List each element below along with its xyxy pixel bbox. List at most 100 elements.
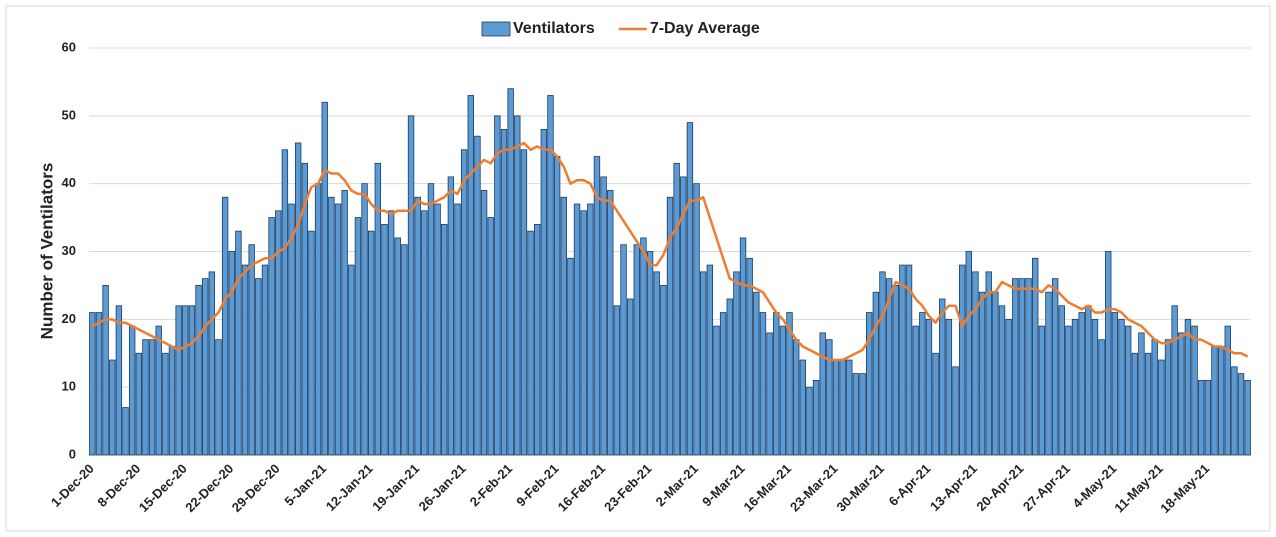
bar [1224,325,1231,456]
bar [1164,339,1172,456]
bar [1237,373,1245,456]
bar [799,359,806,456]
bar [587,203,594,456]
y-axis-title: Number of Ventilators [37,163,56,340]
bar [653,271,660,456]
bar [1105,251,1112,456]
bar [480,190,488,456]
bar [1071,318,1079,456]
bar [1244,379,1251,456]
bar [381,223,388,456]
bar [660,285,667,456]
bar [1138,332,1145,456]
bar [573,203,581,456]
bar [268,217,275,456]
bar [255,278,262,456]
bar [1144,352,1152,456]
bar [1098,339,1105,456]
y-tick-label: 30 [62,243,76,258]
bar [122,407,129,456]
bar [334,203,342,456]
bar [1045,291,1052,456]
bar [992,291,999,456]
bar [202,278,209,456]
bar [1217,346,1225,456]
bar [640,237,647,456]
bar [1124,325,1132,456]
bar [998,305,1006,456]
bar [534,223,541,456]
bar [965,251,972,456]
bar [507,88,514,456]
bar [494,115,501,456]
bar [328,196,335,456]
bar [281,149,289,456]
bar [885,278,893,456]
average-line [91,141,1249,362]
bar [514,115,521,456]
bar [593,156,601,456]
bar [1018,278,1026,456]
bar [952,366,959,456]
bar [294,142,302,456]
y-tick-label: 0 [69,446,76,461]
bar [301,162,308,456]
bar [547,95,554,456]
bar [215,339,222,456]
bar [633,244,640,456]
bar [401,244,408,456]
bar [673,162,680,456]
y-tick-label: 60 [62,39,76,54]
bar [1198,379,1205,456]
bar [866,312,873,456]
bar [102,285,109,456]
bar [235,230,242,456]
bar [939,298,946,456]
bar [500,128,508,456]
bar [148,339,156,456]
bar [175,305,182,456]
bar [726,298,733,456]
bar [766,332,773,456]
bar [374,162,382,456]
bar [739,237,747,456]
bar [354,217,362,456]
bar [985,271,992,456]
bar [361,183,368,456]
bar [978,291,986,456]
bar [1171,305,1178,456]
bar [1038,325,1046,456]
bar [733,271,740,456]
bar [919,312,926,456]
bar [580,210,587,456]
bar [1005,318,1012,456]
bar [899,264,906,456]
bar [1032,257,1039,456]
bar [454,203,461,456]
bar [208,271,216,456]
bar [560,196,567,456]
bar [1111,312,1119,456]
bar [693,183,700,456]
bar [1025,278,1032,456]
bar [142,339,149,456]
bar [162,352,169,456]
bar [620,244,627,456]
bar [553,156,561,456]
bar [387,210,395,456]
bar [441,223,448,456]
bar [859,373,866,456]
bar [89,312,96,456]
bar [666,196,674,456]
bar [474,135,481,456]
bar [1091,318,1099,456]
legend-label: Ventilators [513,20,595,37]
bar [812,379,820,456]
y-tick-label: 50 [62,107,76,122]
bar [1151,339,1158,456]
bar [368,230,375,456]
bar [188,305,196,456]
bar [321,101,328,456]
bar [275,210,282,456]
bar [1191,325,1198,456]
